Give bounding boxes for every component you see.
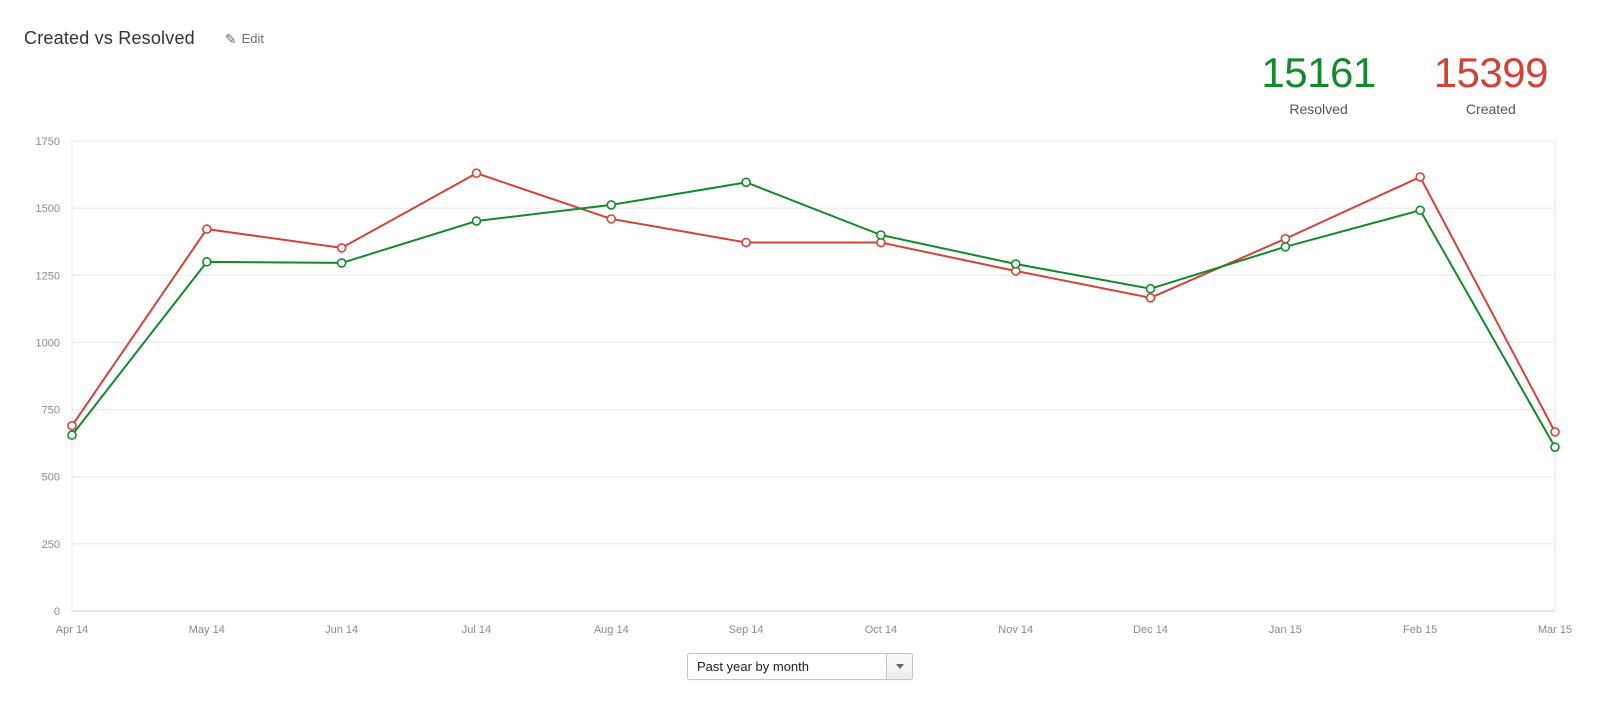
y-tick-label-1000: 1000 bbox=[36, 337, 60, 349]
data-point-resolved-jun-14 bbox=[336, 258, 347, 268]
x-tick-label-oct-14: Oct 14 bbox=[865, 624, 897, 636]
pencil-icon: ✎ bbox=[224, 30, 237, 47]
data-point-resolved-feb-15 bbox=[1415, 205, 1425, 216]
chevron-down-icon[interactable] bbox=[886, 654, 912, 679]
gadget-header: Created vs Resolved ✎ Edit bbox=[24, 28, 264, 49]
period-row: Past year by month bbox=[0, 653, 1600, 680]
y-tick-label-750: 750 bbox=[42, 405, 60, 417]
data-point-created-sep-14 bbox=[741, 237, 751, 248]
y-tick-label-1750: 1750 bbox=[36, 136, 60, 148]
series-line-resolved bbox=[71, 181, 1556, 448]
y-tick-label-500: 500 bbox=[42, 472, 60, 484]
x-tick-label-jan-15: Jan 15 bbox=[1269, 624, 1302, 636]
data-point-resolved-nov-14 bbox=[1010, 259, 1021, 269]
data-point-resolved-apr-14 bbox=[67, 430, 77, 440]
data-point-created-jan-15 bbox=[1280, 233, 1291, 244]
x-tick-label-sep-14: Sep 14 bbox=[729, 624, 764, 636]
x-tick-label-mar-15: Mar 15 bbox=[1538, 624, 1572, 636]
data-point-resolved-jan-15 bbox=[1280, 242, 1291, 252]
x-tick-label-may-14: May 14 bbox=[189, 624, 225, 636]
x-tick-label-aug-14: Aug 14 bbox=[594, 624, 629, 636]
data-point-resolved-may-14 bbox=[202, 257, 212, 267]
edit-button[interactable]: ✎ Edit bbox=[225, 31, 264, 46]
data-point-created-feb-15 bbox=[1415, 172, 1425, 182]
data-point-resolved-sep-14 bbox=[741, 177, 751, 188]
created-total-value: 15399 bbox=[1433, 49, 1549, 96]
x-tick-label-dec-14: Dec 14 bbox=[1133, 624, 1168, 636]
period-select[interactable]: Past year by month bbox=[687, 653, 913, 680]
data-point-resolved-aug-14 bbox=[606, 200, 617, 210]
page-title: Created vs Resolved bbox=[24, 28, 195, 48]
data-point-resolved-jul-14 bbox=[471, 216, 482, 226]
y-tick-label-0: 0 bbox=[54, 606, 60, 618]
data-point-created-jul-14 bbox=[471, 168, 482, 179]
data-point-resolved-oct-14 bbox=[876, 230, 886, 240]
created-total: 15399 Created bbox=[1433, 49, 1549, 118]
data-point-created-jun-14 bbox=[336, 243, 347, 253]
x-tick-label-nov-14: Nov 14 bbox=[998, 624, 1033, 636]
x-tick-label-apr-14: Apr 14 bbox=[56, 624, 88, 636]
data-point-created-aug-14 bbox=[606, 214, 617, 224]
x-tick-label-feb-15: Feb 15 bbox=[1403, 624, 1437, 636]
edit-button-label: Edit bbox=[241, 31, 265, 46]
totals-summary: 15161 Resolved 15399 Created bbox=[1261, 49, 1549, 118]
data-point-created-may-14 bbox=[202, 224, 212, 234]
resolved-total-value: 15161 bbox=[1261, 49, 1376, 96]
created-total-label: Created bbox=[1465, 101, 1516, 117]
data-point-resolved-dec-14 bbox=[1145, 283, 1156, 294]
data-point-created-dec-14 bbox=[1145, 293, 1156, 303]
x-tick-label-jul-14: Jul 14 bbox=[462, 624, 491, 636]
data-point-resolved-mar-15 bbox=[1550, 442, 1560, 452]
y-tick-label-250: 250 bbox=[42, 539, 60, 551]
y-tick-label-1250: 1250 bbox=[36, 270, 60, 282]
data-point-created-apr-14 bbox=[67, 420, 77, 431]
x-tick-label-jun-14: Jun 14 bbox=[325, 624, 358, 636]
resolved-total: 15161 Resolved bbox=[1261, 49, 1376, 118]
created-vs-resolved-chart: 0 250 500 750 1000 1250 1500 1750 Apr 14 May 14 Ju… bbox=[36, 136, 1573, 636]
series-line-created bbox=[71, 172, 1556, 433]
resolved-total-label: Resolved bbox=[1289, 101, 1348, 117]
period-select-value: Past year by month bbox=[697, 659, 809, 674]
data-point-created-mar-15 bbox=[1550, 427, 1560, 437]
y-tick-label-1500: 1500 bbox=[36, 203, 60, 215]
